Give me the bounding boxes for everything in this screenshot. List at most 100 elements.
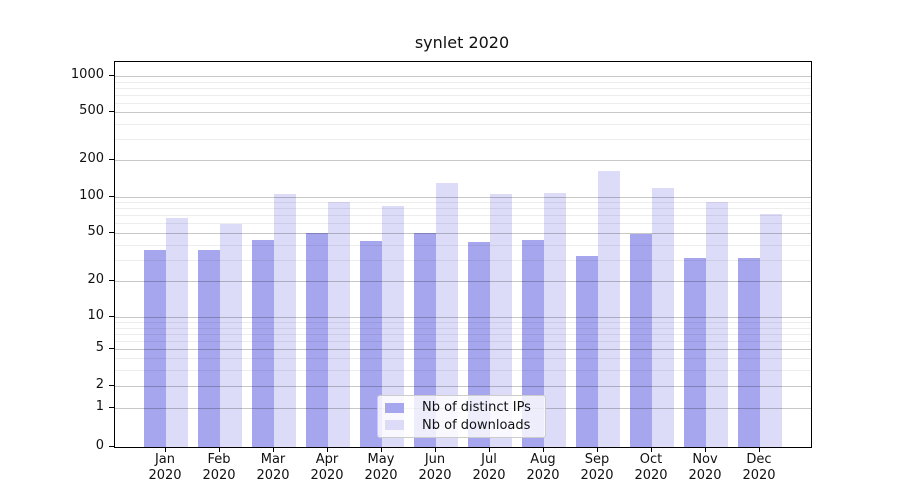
y-tick-mark bbox=[109, 280, 114, 282]
gridline-minor bbox=[115, 81, 811, 83]
bar bbox=[630, 234, 652, 447]
gridline-minor bbox=[115, 327, 811, 329]
bar bbox=[252, 239, 274, 447]
x-tick-label: Mar 2020 bbox=[256, 452, 290, 483]
gridline-minor bbox=[115, 102, 811, 104]
gridline-minor bbox=[115, 322, 811, 324]
gridline-major bbox=[115, 349, 811, 351]
bar bbox=[166, 218, 188, 447]
gridline-minor bbox=[115, 223, 811, 225]
x-tick-mark bbox=[759, 447, 760, 452]
bar bbox=[306, 233, 328, 447]
gridline-minor bbox=[115, 94, 811, 96]
x-tick-label: Aug 2020 bbox=[526, 452, 560, 483]
bar bbox=[382, 206, 404, 447]
y-tick-mark bbox=[109, 316, 114, 318]
gridline-minor bbox=[115, 215, 811, 217]
bar bbox=[436, 182, 458, 447]
gridline-major bbox=[115, 76, 811, 77]
gridline-minor bbox=[115, 208, 811, 210]
x-tick-mark bbox=[435, 447, 436, 452]
gridline-minor bbox=[115, 333, 811, 335]
x-tick-label: Apr 2020 bbox=[310, 452, 344, 483]
gridline-minor bbox=[115, 202, 811, 204]
y-tick-label: 100 bbox=[79, 187, 104, 203]
gridline-major bbox=[115, 281, 811, 283]
bar bbox=[198, 250, 220, 447]
legend-item: Nb of distinct IPs bbox=[384, 399, 539, 417]
x-tick-mark bbox=[597, 447, 598, 452]
bar bbox=[490, 194, 512, 447]
x-tick-mark bbox=[705, 447, 706, 452]
y-tick-label: 200 bbox=[79, 151, 104, 167]
bar bbox=[360, 240, 382, 447]
gridline-major bbox=[115, 233, 811, 235]
x-tick-mark bbox=[165, 447, 166, 452]
y-tick-label: 1000 bbox=[70, 67, 104, 82]
y-tick-mark bbox=[109, 446, 114, 447]
gridline-minor bbox=[115, 369, 811, 371]
x-tick-label: Jul 2020 bbox=[472, 452, 506, 483]
x-tick-mark bbox=[543, 447, 544, 452]
gridline-minor bbox=[115, 124, 811, 126]
bar bbox=[738, 258, 760, 447]
bar bbox=[576, 256, 598, 447]
gridline-major bbox=[115, 317, 811, 319]
y-tick-mark bbox=[109, 195, 114, 197]
x-tick-label: May 2020 bbox=[364, 452, 398, 483]
y-tick-label: 500 bbox=[79, 103, 104, 119]
gridline-minor bbox=[115, 358, 811, 360]
y-tick-label: 1 bbox=[95, 399, 104, 415]
x-tick-mark bbox=[489, 447, 490, 452]
y-tick-label: 10 bbox=[87, 308, 104, 324]
gridline-minor bbox=[115, 340, 811, 342]
bar bbox=[598, 171, 620, 447]
y-tick-label: 50 bbox=[87, 224, 104, 240]
gridline-minor bbox=[115, 244, 811, 246]
gridline-major bbox=[115, 196, 811, 198]
legend-label: Nb of distinct IPs bbox=[422, 400, 531, 416]
x-tick-label: Oct 2020 bbox=[634, 452, 668, 483]
bar bbox=[544, 193, 566, 447]
legend-swatch bbox=[385, 402, 404, 413]
gridline-minor bbox=[115, 139, 811, 141]
x-tick-label: Dec 2020 bbox=[742, 452, 776, 483]
y-tick-mark bbox=[109, 348, 114, 350]
legend: Nb of distinct IPs Nb of downloads bbox=[377, 395, 546, 438]
y-tick-label: 20 bbox=[87, 272, 104, 288]
y-tick-label: 5 bbox=[95, 340, 104, 356]
bar bbox=[652, 188, 674, 447]
bar bbox=[220, 224, 242, 447]
x-tick-label: Nov 2020 bbox=[688, 452, 722, 483]
legend-item: Nb of downloads bbox=[384, 417, 539, 435]
legend-label: Nb of downloads bbox=[422, 417, 531, 433]
y-tick-label: 2 bbox=[95, 377, 104, 392]
x-tick-label: Feb 2020 bbox=[202, 452, 236, 483]
y-tick-mark bbox=[109, 111, 114, 113]
bar bbox=[414, 233, 436, 447]
y-tick-label: 0 bbox=[95, 438, 104, 453]
chart-title: synlet 2020 bbox=[414, 33, 510, 52]
gridline-major bbox=[115, 112, 811, 114]
y-tick-mark bbox=[109, 385, 114, 386]
x-tick-mark bbox=[651, 447, 652, 452]
bar bbox=[706, 202, 728, 447]
y-tick-mark bbox=[109, 75, 114, 76]
legend-swatch bbox=[385, 420, 404, 431]
bar bbox=[274, 193, 296, 447]
bar bbox=[328, 201, 350, 447]
plot-area bbox=[114, 61, 812, 448]
x-tick-mark bbox=[327, 447, 328, 452]
x-tick-label: Jun 2020 bbox=[418, 452, 452, 483]
gridline-minor bbox=[115, 87, 811, 89]
bar bbox=[144, 250, 166, 447]
y-tick-mark bbox=[109, 159, 114, 161]
bar bbox=[760, 213, 782, 447]
y-tick-mark bbox=[109, 232, 114, 234]
x-tick-mark bbox=[219, 447, 220, 452]
x-tick-mark bbox=[273, 447, 274, 452]
gridline-minor bbox=[115, 259, 811, 261]
x-tick-label: Jan 2020 bbox=[148, 452, 182, 483]
y-tick-mark bbox=[109, 407, 114, 409]
